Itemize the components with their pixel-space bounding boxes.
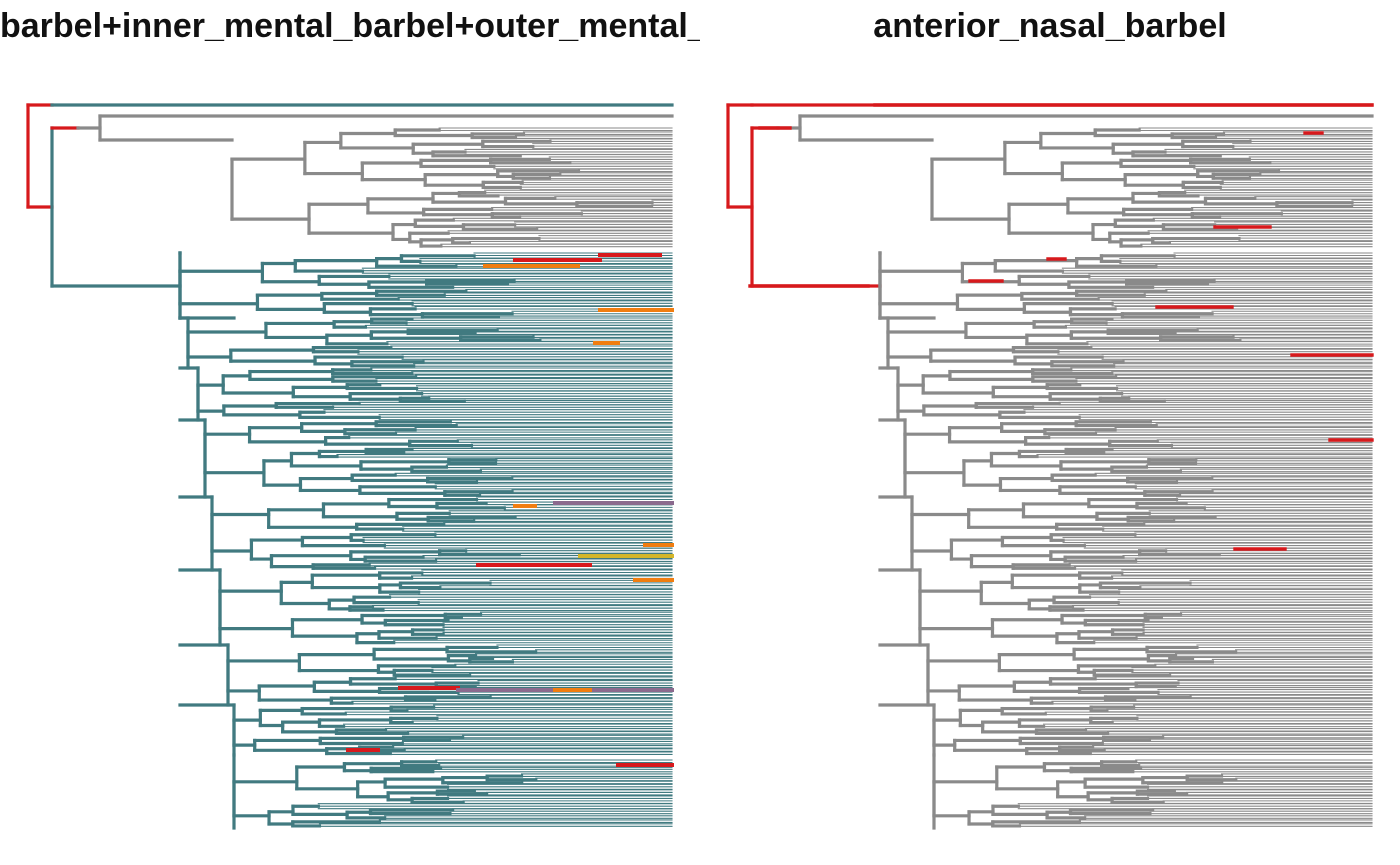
tree-right bbox=[726, 103, 1374, 830]
tree-left bbox=[26, 103, 674, 830]
panel-title-right: anterior_nasal_barbel bbox=[873, 7, 1227, 45]
panel-title-left: barbel+inner_mental_barbel+outer_mental_… bbox=[0, 7, 700, 45]
